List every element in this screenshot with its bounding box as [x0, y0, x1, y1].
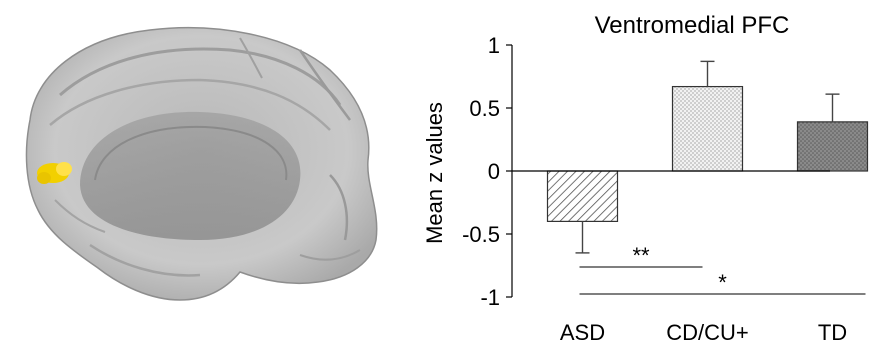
- bars: [546, 85, 869, 223]
- significance-label: *: [718, 270, 727, 295]
- brain-image: [25, 27, 378, 301]
- y-axis-ticks: 1 0.5 0 -0.5 -1: [462, 33, 512, 310]
- significance-label: **: [632, 243, 650, 268]
- error-bars: [575, 60, 840, 254]
- bar-cd-cu-: [671, 85, 744, 172]
- bar-asd: [546, 170, 619, 223]
- significance-brackets: ***: [579, 243, 866, 295]
- activation-cluster: [37, 162, 72, 184]
- x-tick-label: TD: [818, 320, 847, 345]
- x-tick-label: ASD: [560, 320, 605, 345]
- bar-chart: Ventromedial PFC Mean z values 1 0.5 0 -0.5…: [422, 12, 869, 345]
- y-tick-label: 0: [488, 159, 500, 184]
- y-tick-label: -1: [480, 285, 500, 310]
- y-tick-label: 1: [488, 33, 500, 58]
- bar-td: [796, 121, 869, 172]
- y-axis-label: Mean z values: [422, 102, 447, 244]
- x-axis-labels: ASD CD/CU+ TD: [560, 320, 847, 345]
- corpus-callosum: [80, 111, 301, 240]
- y-tick-label: -0.5: [462, 222, 500, 247]
- x-tick-label: CD/CU+: [666, 320, 749, 345]
- chart-title: Ventromedial PFC: [595, 12, 790, 39]
- y-tick-label: 0.5: [469, 96, 500, 121]
